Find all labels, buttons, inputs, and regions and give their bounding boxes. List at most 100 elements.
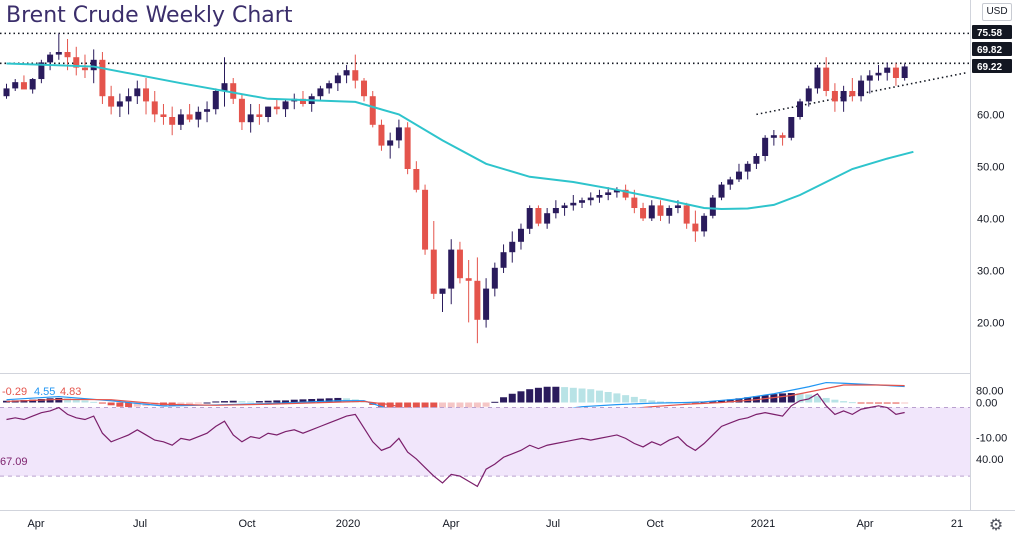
- price-candle: [404, 127, 411, 169]
- macd-histogram-bar: [883, 402, 891, 404]
- price-candle: [884, 67, 891, 73]
- price-candle: [744, 163, 751, 172]
- macd-legend-value: 4.83: [60, 386, 81, 398]
- macd-histogram-bar: [866, 402, 874, 404]
- macd-legend-value: 4.55: [34, 386, 55, 398]
- price-candle: [831, 91, 838, 102]
- price-candle: [858, 80, 865, 97]
- macd-histogram-bar: [194, 402, 202, 404]
- price-candle: [326, 83, 333, 89]
- macd-histogram-bar: [657, 401, 664, 403]
- price-candle: [735, 171, 742, 180]
- price-candle: [195, 111, 202, 120]
- gear-icon[interactable]: ⚙: [988, 515, 1004, 534]
- macd-histogram-bar: [238, 401, 246, 403]
- price-marker-badge: [972, 42, 1012, 56]
- macd-histogram-bar: [595, 390, 603, 403]
- macd-histogram-bar: [491, 401, 499, 403]
- chart-title: Brent Crude Weekly Chart: [6, 3, 293, 28]
- macd-histogram-bar: [508, 393, 516, 403]
- price-candle: [369, 96, 376, 125]
- time-axis-label: Apr: [27, 518, 44, 530]
- macd-histogram-bar: [691, 402, 699, 404]
- macd-histogram-bar: [308, 399, 316, 403]
- price-candle: [753, 156, 760, 164]
- price-candle: [430, 249, 437, 294]
- price-candle: [387, 140, 394, 146]
- macd-histogram-bar: [517, 391, 525, 403]
- price-candle: [666, 208, 673, 216]
- price-candle: [204, 109, 211, 112]
- price-candle: [143, 88, 150, 102]
- price-candle: [29, 79, 36, 90]
- macd-histogram-bar: [264, 400, 272, 403]
- macd-histogram-bar: [386, 402, 394, 412]
- price-candle: [605, 192, 612, 195]
- macd-histogram-bar: [857, 402, 865, 404]
- price-candle: [186, 114, 193, 120]
- macd-histogram-bar: [787, 393, 795, 403]
- price-candle: [81, 67, 88, 71]
- price-candle: [125, 96, 132, 102]
- price-candle: [55, 52, 62, 55]
- price-tick-label: 50.00: [977, 161, 1005, 173]
- macd-histogram-bar: [37, 399, 45, 403]
- price-candle: [674, 205, 681, 208]
- macd-histogram-bar: [229, 400, 237, 403]
- macd-histogram-bar: [316, 398, 324, 403]
- price-candle: [892, 67, 899, 78]
- macd-histogram-bar: [133, 402, 141, 407]
- price-candle: [177, 114, 184, 125]
- price-candle: [465, 278, 472, 281]
- price-candle: [701, 215, 708, 232]
- price-candle: [657, 205, 664, 216]
- price-candle: [352, 70, 359, 81]
- price-candle: [12, 82, 19, 89]
- macd-histogram-bar: [465, 402, 473, 413]
- macd-histogram-bar: [81, 400, 89, 403]
- price-candle: [622, 189, 629, 198]
- macd-histogram-bar: [247, 401, 255, 403]
- macd-histogram-bar: [177, 402, 185, 406]
- price-candle: [727, 179, 734, 185]
- rsi-band: [0, 407, 970, 477]
- price-candle: [631, 197, 638, 208]
- macd-histogram-bar: [813, 396, 821, 403]
- price-candle: [797, 101, 804, 117]
- macd-histogram-bar: [848, 402, 856, 404]
- macd-histogram-bar: [875, 402, 882, 404]
- price-candle: [151, 101, 158, 115]
- price-candle: [718, 184, 725, 198]
- price-candle: [509, 241, 516, 253]
- price-marker-badge: [972, 25, 1012, 39]
- macd-histogram-bar: [107, 402, 115, 406]
- price-candle: [544, 213, 551, 224]
- price-marker-label: 75.58: [977, 28, 1002, 39]
- price-candle: [849, 91, 856, 97]
- moving-average-line: [6, 62, 914, 211]
- macd-histogram-bar: [726, 399, 734, 403]
- macd-histogram-bar: [90, 401, 98, 403]
- price-candle: [134, 88, 141, 97]
- price-candle: [230, 83, 237, 99]
- macd-histogram-bar: [526, 389, 534, 403]
- macd-histogram-bar: [779, 393, 787, 403]
- price-tick-label: 60.00: [977, 109, 1005, 121]
- macd-histogram-bar: [569, 387, 577, 403]
- price-candle: [805, 88, 812, 102]
- time-axis-label: Oct: [238, 518, 255, 530]
- macd-histogram-bar: [796, 393, 804, 403]
- price-candle: [901, 66, 908, 78]
- macd-histogram-bar: [212, 401, 220, 403]
- price-candle: [517, 228, 524, 242]
- macd-histogram-bar: [377, 402, 385, 409]
- macd-histogram-bar: [735, 398, 743, 403]
- price-candle: [483, 288, 490, 320]
- rsi-tick-label: 80.00: [976, 385, 1004, 397]
- price-candle: [456, 249, 463, 279]
- macd-histogram-bar: [613, 393, 621, 403]
- price-candle: [640, 208, 647, 219]
- currency-label[interactable]: USD: [982, 3, 1012, 21]
- price-candle: [221, 83, 228, 91]
